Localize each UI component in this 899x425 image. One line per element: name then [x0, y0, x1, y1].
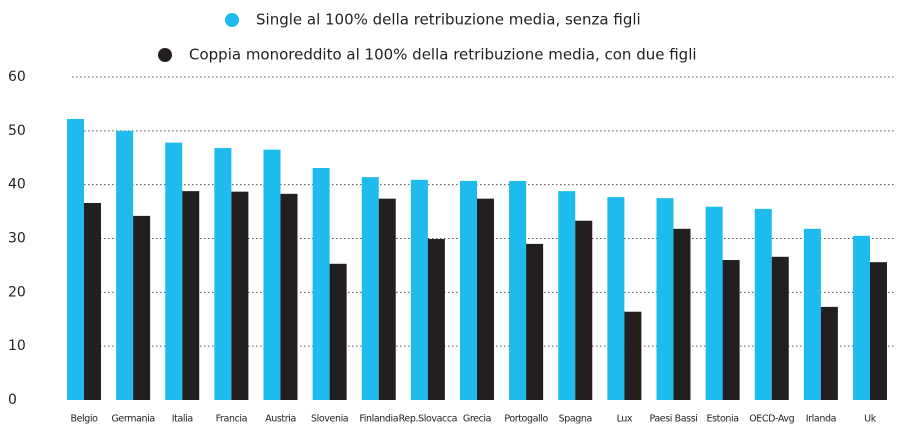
x-tick-label: Uk — [864, 414, 877, 425]
y-tick-label: 10 — [8, 338, 26, 354]
bar — [705, 206, 723, 400]
bar — [361, 177, 379, 400]
y-tick-label: 40 — [8, 177, 26, 193]
bar — [722, 260, 740, 400]
x-tick-label: Francia — [216, 414, 247, 425]
x-tick-label: Belgio — [70, 414, 98, 425]
legend-swatch — [158, 48, 172, 62]
x-tick-label: Portogallo — [504, 414, 548, 425]
x-tick-label: Rep.Slovacca — [399, 414, 457, 425]
bar — [427, 239, 445, 400]
y-tick-label: 60 — [8, 69, 26, 85]
bar — [526, 243, 544, 400]
bar — [329, 263, 347, 400]
x-tick-label: OECD-Avg — [749, 414, 794, 425]
bar — [656, 198, 674, 400]
x-tick-label: Finlandia — [359, 414, 398, 425]
legend-label: Coppia monoreddito al 100% della retribu… — [189, 46, 697, 64]
x-tick-label: Irlanda — [806, 414, 836, 425]
bar — [820, 306, 838, 400]
bar — [673, 228, 691, 400]
bar — [607, 197, 625, 400]
x-tick-label: Lux — [617, 414, 633, 425]
bar — [460, 180, 477, 400]
legend-swatch — [225, 13, 239, 27]
bar — [558, 191, 576, 400]
bar — [67, 118, 84, 401]
bar — [477, 198, 494, 400]
bar — [116, 130, 134, 401]
legend-label: Single al 100% della retribuzione media,… — [256, 11, 641, 29]
bar — [410, 179, 428, 400]
bar — [870, 262, 887, 400]
bar — [182, 191, 200, 400]
bar — [853, 235, 870, 400]
x-tick-label: Germania — [111, 414, 154, 425]
y-tick-label: 0 — [8, 392, 17, 408]
y-tick-label: 20 — [8, 284, 26, 300]
y-tick-label: 50 — [8, 123, 26, 139]
bar — [754, 208, 772, 400]
bar — [133, 215, 151, 400]
bar — [803, 228, 821, 400]
x-tick-label: Spagna — [559, 414, 592, 425]
bar — [165, 142, 183, 400]
bar — [84, 202, 101, 400]
bar — [575, 220, 593, 400]
bar — [509, 180, 527, 400]
bar — [771, 256, 789, 400]
bar — [624, 311, 642, 400]
x-tick-label: Slovenia — [311, 414, 348, 425]
x-tick-label: Estonia — [707, 414, 739, 425]
bar — [231, 191, 249, 400]
x-tick-label: Paesi Bassi — [649, 414, 697, 425]
bar — [214, 148, 232, 400]
x-tick-label: Austria — [265, 414, 296, 425]
x-tick-label: Grecia — [463, 414, 491, 425]
bar — [263, 149, 281, 400]
y-tick-label: 30 — [8, 231, 26, 247]
bar — [378, 198, 396, 400]
bar — [280, 193, 298, 400]
bar — [312, 167, 330, 400]
x-tick-label: Italia — [172, 414, 193, 425]
